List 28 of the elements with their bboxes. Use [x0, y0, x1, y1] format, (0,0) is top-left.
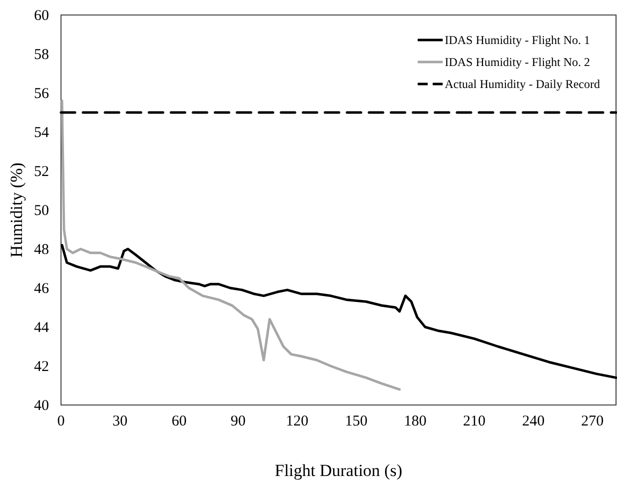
- legend-label: IDAS Humidity - Flight No. 2: [444, 55, 590, 69]
- y-tick-label: 56: [34, 86, 50, 102]
- x-tick-label: 90: [230, 414, 246, 430]
- x-tick-label: 60: [172, 414, 187, 430]
- x-tick-label: 120: [286, 414, 308, 430]
- x-tick-label: 240: [522, 414, 545, 430]
- y-tick-label: 60: [34, 8, 49, 24]
- x-tick-label: 180: [404, 414, 427, 430]
- line-series: [60, 100, 401, 391]
- y-tick-label: 46: [34, 280, 50, 297]
- y-tick-label: 48: [34, 242, 49, 258]
- x-tick-label: 150: [344, 414, 368, 430]
- y-axis-title: Humidity (%): [7, 162, 26, 258]
- line-series: [60, 244, 617, 379]
- y-tick-label: 58: [34, 46, 49, 63]
- y-tick-label: 42: [34, 358, 49, 375]
- y-tick-label: 44: [34, 320, 50, 336]
- y-tick-label: 54: [34, 124, 50, 141]
- x-tick-label: 30: [112, 414, 128, 430]
- legend-label: Actual Humidity - Daily Record: [444, 77, 600, 91]
- legend-label: IDAS Humidity - Flight No. 1: [444, 33, 590, 47]
- x-tick-label: 0: [57, 414, 65, 430]
- y-tick-label: 50: [34, 202, 49, 219]
- y-tick-label: 52: [34, 164, 49, 180]
- x-tick-label: 270: [581, 414, 604, 430]
- x-tick-label: 210: [463, 414, 486, 430]
- y-tick-label: 40: [34, 398, 49, 414]
- x-axis-title: Flight Duration (s): [274, 461, 402, 480]
